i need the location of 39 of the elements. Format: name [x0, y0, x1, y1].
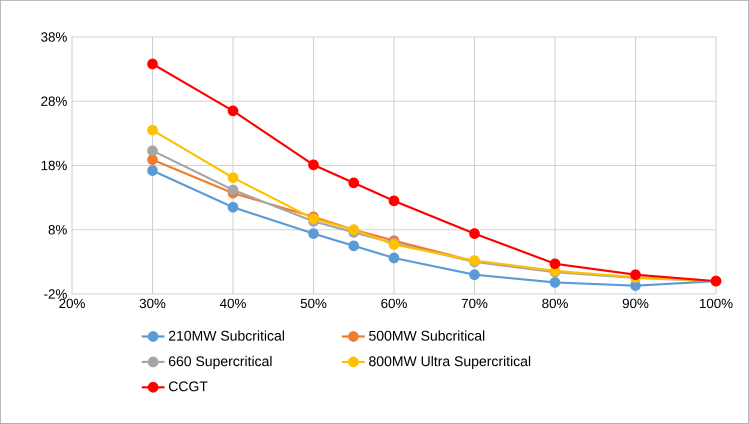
x-tick-label: 80%	[542, 298, 568, 308]
x-tick-label: 60%	[381, 298, 407, 308]
x-tick-label: 70%	[462, 298, 488, 308]
y-tick-label: -2%	[44, 289, 67, 299]
point	[469, 269, 480, 280]
x-tick-label: 50%	[300, 298, 326, 308]
point	[388, 195, 400, 206]
point	[228, 106, 238, 116]
point	[147, 58, 158, 70]
point	[228, 172, 238, 184]
point	[348, 240, 360, 252]
point	[147, 124, 158, 136]
legend-label: 210MW Subcritical	[168, 330, 284, 341]
point	[388, 252, 400, 264]
legend-label: 660 Supercritical	[168, 356, 272, 369]
legend-label: CCGT	[168, 381, 208, 392]
y-tick-label: 18%	[42, 160, 67, 170]
point	[308, 228, 319, 239]
x-tick-label: 40%	[220, 298, 246, 308]
point	[228, 184, 238, 196]
y-tick-label: 38%	[41, 32, 67, 42]
point	[147, 154, 158, 166]
point	[348, 178, 360, 188]
x-tick-label: 20%	[59, 298, 85, 308]
point	[469, 228, 480, 239]
point	[550, 277, 560, 288]
legend-label: 800MW Ultra Supercritical	[369, 356, 530, 369]
x-tick-label: 100%	[700, 298, 733, 308]
point	[308, 160, 319, 170]
point	[147, 165, 158, 176]
x-tick-label: 90%	[622, 298, 648, 308]
point	[228, 202, 238, 213]
point	[147, 145, 158, 156]
point	[550, 258, 560, 270]
x-tick-label: 30%	[140, 298, 166, 308]
point	[630, 269, 641, 280]
y-tick-label: 28%	[41, 96, 67, 106]
legend-label: 500MW Subcritical	[369, 330, 484, 341]
y-tick-label: 8%	[48, 225, 67, 234]
